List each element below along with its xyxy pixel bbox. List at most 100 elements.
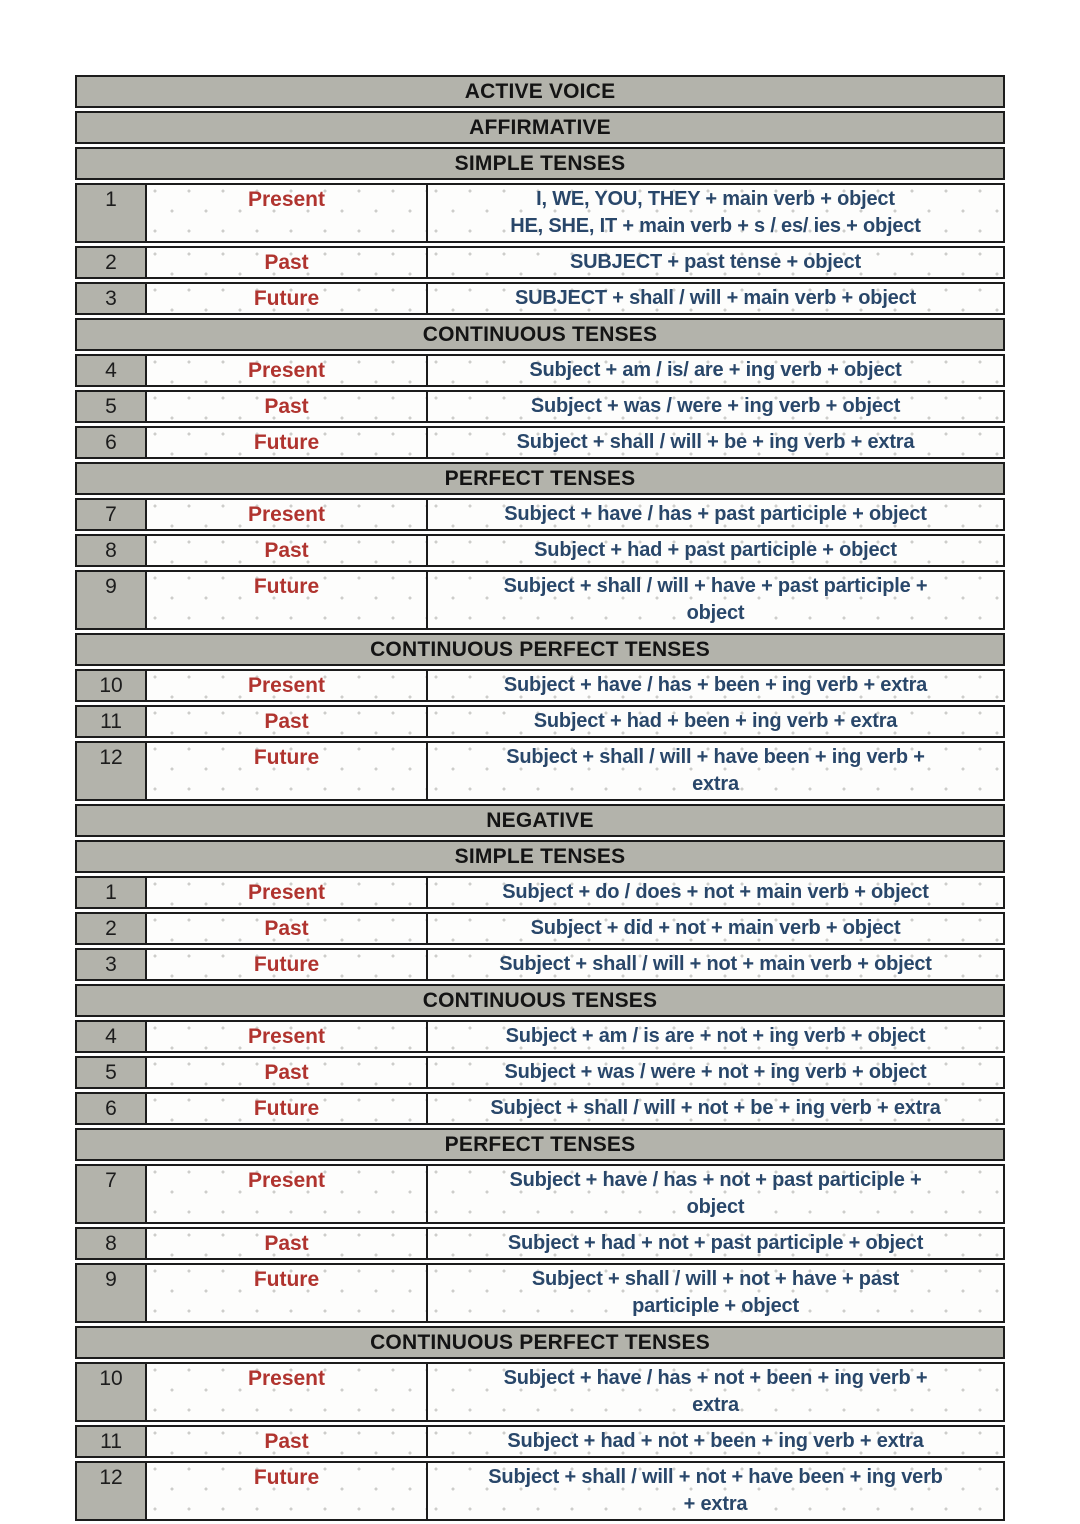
tense-label: Past — [145, 246, 426, 279]
tense-label: Present — [145, 876, 426, 909]
formula-text: Subject + have / has + not + past partic… — [426, 1164, 1005, 1224]
tense-label: Past — [145, 912, 426, 945]
tense-label: Future — [145, 948, 426, 981]
row-number: 10 — [75, 669, 145, 702]
tense-row: 4 Present Subject + am / is are + not + in… — [75, 1020, 1005, 1053]
tense-label: Present — [145, 354, 426, 387]
tense-row: 12 Future Subject + shall / will + have be… — [75, 741, 1005, 801]
tense-label: Past — [145, 390, 426, 423]
formula-text: Subject + shall / will + not + main verb… — [426, 948, 1005, 981]
tense-label: Future — [145, 426, 426, 459]
tense-row: 7 Present Subject + have / has + not + pas… — [75, 1164, 1005, 1224]
tense-label: Future — [145, 570, 426, 630]
tense-table: ACTIVE VOICE AFFIRMATIVE SIMPLE TENSES 1 Pre… — [75, 72, 1005, 1524]
tense-row: 1 Present I, WE, YOU, THEY + main verb + o… — [75, 183, 1005, 243]
tense-label: Present — [145, 183, 426, 243]
formula-text: Subject + have / has + been + ing verb +… — [426, 669, 1005, 702]
tense-row: 2 Past SUBJECT + past tense + object — [75, 246, 1005, 279]
row-number: 4 — [75, 354, 145, 387]
group-header-row: CONTINUOUS TENSES — [75, 318, 1005, 351]
tense-row: 8 Past Subject + had + not + past particip… — [75, 1227, 1005, 1260]
formula-text: Subject + had + not + been + ing verb + … — [426, 1425, 1005, 1458]
tense-row: 3 Future SUBJECT + shall / will + main ver… — [75, 282, 1005, 315]
tense-row: 9 Future Subject + shall / will + not + ha… — [75, 1263, 1005, 1323]
row-number: 7 — [75, 1164, 145, 1224]
row-number: 8 — [75, 534, 145, 567]
row-number: 5 — [75, 390, 145, 423]
tense-row: 1 Present Subject + do / does + not + main… — [75, 876, 1005, 909]
formula-text: Subject + had + past participle + object — [426, 534, 1005, 567]
group-header: SIMPLE TENSES — [75, 840, 1005, 873]
tense-label: Present — [145, 669, 426, 702]
tense-label: Present — [145, 1020, 426, 1053]
formula-text: Subject + shall / will + not + have + pa… — [426, 1263, 1005, 1323]
tense-row: 9 Future Subject + shall / will + have + p… — [75, 570, 1005, 630]
formula-text: Subject + shall / will + have been + ing… — [426, 741, 1005, 801]
tense-row: 8 Past Subject + had + past participle + o… — [75, 534, 1005, 567]
tense-row: 6 Future Subject + shall / will + not + be… — [75, 1092, 1005, 1125]
grammar-chart: ACTIVE VOICE AFFIRMATIVE SIMPLE TENSES 1 Pre… — [75, 72, 1005, 1524]
row-number: 6 — [75, 1092, 145, 1125]
formula-text: Subject + shall / will + not + be + ing … — [426, 1092, 1005, 1125]
group-header: CONTINUOUS PERFECT TENSES — [75, 1326, 1005, 1359]
group-header-row: PERFECT TENSES — [75, 462, 1005, 495]
tense-label: Present — [145, 1362, 426, 1422]
formula-text: Subject + did + not + main verb + object — [426, 912, 1005, 945]
row-number: 4 — [75, 1020, 145, 1053]
group-header-row: CONTINUOUS TENSES — [75, 984, 1005, 1017]
section-header-row: NEGATIVE — [75, 804, 1005, 837]
table-title: ACTIVE VOICE — [75, 75, 1005, 108]
formula-text: Subject + shall / will + not + have been… — [426, 1461, 1005, 1521]
formula-text: Subject + am / is are + not + ing verb +… — [426, 1020, 1005, 1053]
row-number: 10 — [75, 1362, 145, 1422]
group-header-row: SIMPLE TENSES — [75, 147, 1005, 180]
group-header: SIMPLE TENSES — [75, 147, 1005, 180]
formula-text: Subject + shall / will + have + past par… — [426, 570, 1005, 630]
tense-row: 10 Present Subject + have / has + been + i… — [75, 669, 1005, 702]
row-number: 3 — [75, 948, 145, 981]
formula-text: Subject + have / has + not + been + ing … — [426, 1362, 1005, 1422]
tense-label: Present — [145, 498, 426, 531]
formula-text: SUBJECT + shall / will + main verb + obj… — [426, 282, 1005, 315]
row-number: 12 — [75, 741, 145, 801]
tense-label: Past — [145, 1425, 426, 1458]
tense-table-body: ACTIVE VOICE AFFIRMATIVE SIMPLE TENSES 1 Pre… — [75, 75, 1005, 1521]
tense-row: 7 Present Subject + have / has + past part… — [75, 498, 1005, 531]
section-header-row: AFFIRMATIVE — [75, 111, 1005, 144]
formula-text: Subject + shall / will + be + ing verb +… — [426, 426, 1005, 459]
row-number: 9 — [75, 570, 145, 630]
group-header: CONTINUOUS TENSES — [75, 984, 1005, 1017]
tense-label: Past — [145, 1227, 426, 1260]
tense-label: Past — [145, 534, 426, 567]
row-number: 11 — [75, 1425, 145, 1458]
formula-text: I, WE, YOU, THEY + main verb + object HE… — [426, 183, 1005, 243]
tense-row: 6 Future Subject + shall / will + be + ing… — [75, 426, 1005, 459]
formula-text: SUBJECT + past tense + object — [426, 246, 1005, 279]
formula-text: Subject + do / does + not + main verb + … — [426, 876, 1005, 909]
row-number: 2 — [75, 912, 145, 945]
tense-label: Future — [145, 741, 426, 801]
tense-label: Present — [145, 1164, 426, 1224]
formula-text: Subject + have / has + past participle +… — [426, 498, 1005, 531]
tense-row: 5 Past Subject + was / were + ing verb + o… — [75, 390, 1005, 423]
group-header: CONTINUOUS PERFECT TENSES — [75, 633, 1005, 666]
tense-label: Past — [145, 1056, 426, 1089]
tense-row: 2 Past Subject + did + not + main verb + o… — [75, 912, 1005, 945]
tense-row: 4 Present Subject + am / is/ are + ing ver… — [75, 354, 1005, 387]
group-header-row: PERFECT TENSES — [75, 1128, 1005, 1161]
tense-row: 5 Past Subject + was / were + not + ing ve… — [75, 1056, 1005, 1089]
tense-label: Future — [145, 1461, 426, 1521]
formula-text: Subject + had + not + past participle + … — [426, 1227, 1005, 1260]
row-number: 5 — [75, 1056, 145, 1089]
group-header-row: SIMPLE TENSES — [75, 840, 1005, 873]
row-number: 9 — [75, 1263, 145, 1323]
group-header-row: CONTINUOUS PERFECT TENSES — [75, 1326, 1005, 1359]
group-header: CONTINUOUS TENSES — [75, 318, 1005, 351]
row-number: 2 — [75, 246, 145, 279]
row-number: 3 — [75, 282, 145, 315]
group-header-row: CONTINUOUS PERFECT TENSES — [75, 633, 1005, 666]
formula-text: Subject + had + been + ing verb + extra — [426, 705, 1005, 738]
tense-label: Past — [145, 705, 426, 738]
row-number: 8 — [75, 1227, 145, 1260]
formula-text: Subject + am / is/ are + ing verb + obje… — [426, 354, 1005, 387]
